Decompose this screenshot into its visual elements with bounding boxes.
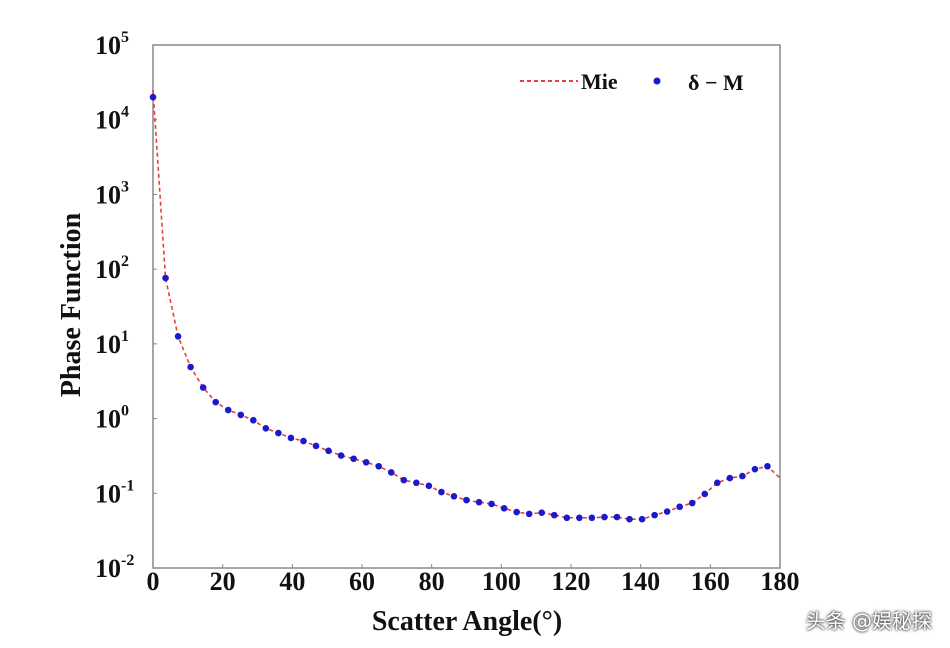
series-delta-m-point: [149, 93, 157, 101]
series-delta-m-point: [475, 498, 483, 506]
series-delta-m-point: [588, 514, 596, 522]
y-tick-label: 104: [95, 104, 129, 135]
series-delta-m-point: [224, 406, 232, 414]
series-delta-m-point: [425, 482, 433, 490]
series-delta-m-point: [438, 488, 445, 496]
series-delta-m-point: [350, 455, 357, 463]
series-delta-m-point: [764, 462, 771, 470]
series-delta-m-point: [375, 462, 383, 470]
legend-dm-swatch: [653, 77, 661, 85]
y-tick-label: 103: [95, 178, 129, 209]
watermark: 头条 @娱秘探: [805, 609, 932, 633]
series-delta-m-point: [500, 504, 508, 512]
legend-mie-label: Mie: [581, 69, 618, 94]
y-tick-label: 102: [95, 253, 129, 284]
x-tick-label: 40: [279, 567, 305, 596]
series-delta-m-point: [626, 515, 633, 523]
series-delta-m-point: [488, 500, 495, 508]
legend: Mie δ − M: [520, 69, 744, 95]
x-tick-label: 100: [482, 567, 521, 596]
series-delta-m-point: [613, 513, 621, 521]
x-axis-label: Scatter Angle(°): [372, 606, 562, 637]
series-delta-m-point: [739, 472, 746, 480]
plot-frame: [152, 44, 781, 569]
series-delta-m-point: [463, 496, 470, 504]
y-tick-labels: 105 104 103 102 101 100 10-1 10-2: [95, 29, 157, 583]
series-delta-m-point: [601, 513, 608, 521]
x-tick-label: 160: [691, 567, 730, 596]
series-delta-m-point: [638, 515, 646, 523]
x-tick-label: 120: [552, 567, 591, 596]
series-delta-m-point: [525, 510, 533, 518]
y-tick-label: 10-2: [95, 552, 134, 583]
series-delta-m-point: [413, 479, 420, 487]
series-delta-m-point: [325, 447, 332, 455]
series-delta-m-point: [199, 384, 207, 391]
series-delta-m-point: [362, 458, 370, 466]
legend-dm-label: δ − M: [688, 70, 744, 95]
series-delta-m-point: [701, 490, 709, 498]
series-delta-m-point: [538, 509, 546, 516]
x-tick-label: 60: [349, 567, 375, 596]
y-axis-label: Phase Function: [56, 212, 87, 397]
x-tick-label: 180: [761, 567, 800, 596]
series-delta-m-point: [300, 437, 307, 445]
series-mie-line: [152, 89, 781, 520]
series-delta-m-point: [212, 398, 219, 406]
series-delta-m-point: [400, 476, 408, 484]
series-delta-m-point: [688, 499, 696, 507]
series-delta-m-point: [751, 465, 759, 473]
x-tick-label: 140: [621, 567, 660, 596]
series-delta-m-point: [250, 416, 257, 424]
y-tick-label: 10-1: [95, 477, 134, 508]
x-tick-label: 0: [147, 567, 160, 596]
series-delta-m-point: [187, 363, 194, 371]
series-delta-m-point: [726, 474, 734, 482]
series-delta-m-point: [262, 425, 270, 432]
series-delta-m-point: [513, 508, 520, 516]
x-tick-labels: 0 20 40 60 80 100 120 140 160 180: [147, 564, 800, 596]
series-delta-m-point: [237, 411, 245, 419]
series-layer: [149, 89, 781, 523]
series-delta-m-point: [387, 469, 395, 476]
x-tick-label: 80: [419, 567, 445, 596]
series-delta-m-point: [550, 511, 558, 519]
series-delta-m-point: [576, 514, 583, 522]
y-tick-label: 100: [95, 403, 129, 434]
series-delta-m-point: [312, 442, 320, 450]
x-tick-label: 20: [210, 567, 236, 596]
series-delta-m-point: [714, 479, 721, 487]
series-delta-m-point: [287, 434, 295, 442]
y-tick-label: 105: [95, 29, 129, 60]
series-delta-m-point: [651, 511, 658, 519]
series-delta-m-point: [676, 503, 683, 511]
series-delta-m-point: [162, 274, 169, 282]
series-delta-m-point: [663, 508, 671, 515]
series-delta-m-point: [450, 493, 458, 500]
y-tick-label: 101: [95, 328, 129, 359]
series-delta-m-point: [174, 333, 182, 340]
series-delta-m-point: [337, 452, 345, 459]
series-delta-m-point: [563, 514, 571, 522]
series-delta-m-point: [275, 429, 282, 437]
